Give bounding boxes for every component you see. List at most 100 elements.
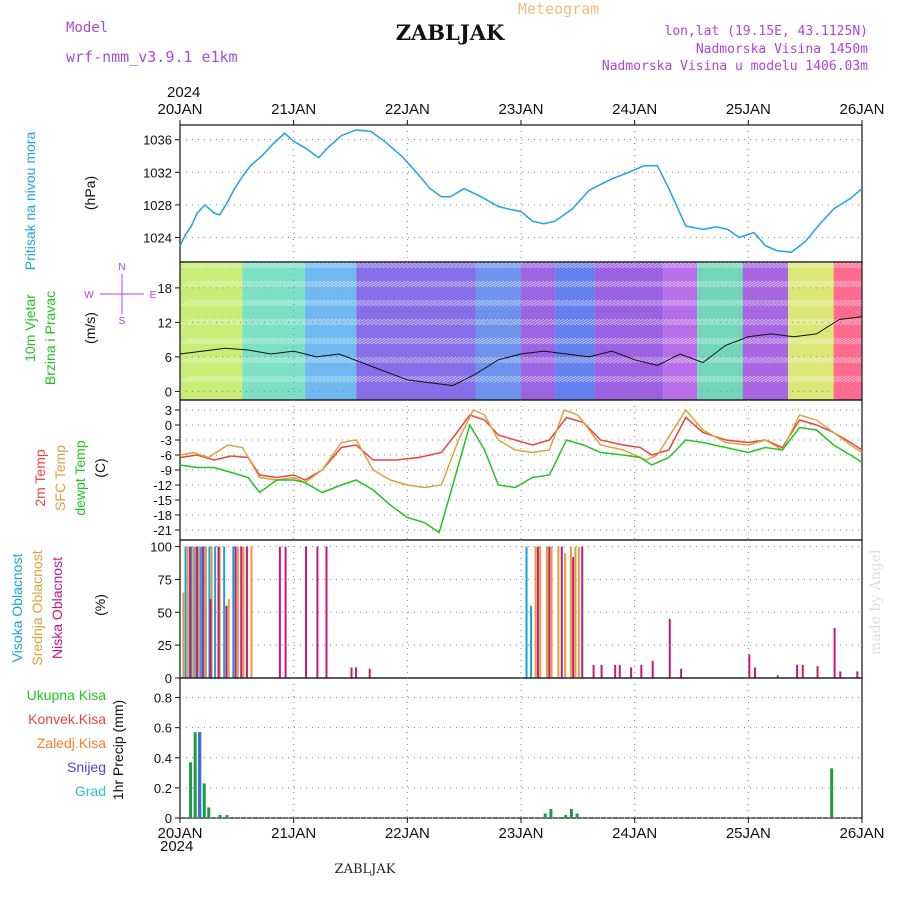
wind-barb [275,337,286,345]
wind-barb [295,356,306,364]
wind-barb [342,375,354,383]
wind-barb [239,337,250,345]
wind-barb [637,337,648,345]
wind-barb [692,280,704,288]
wind-barb [653,337,664,345]
data-bar [218,546,221,678]
wind-barb [466,337,477,345]
wind-barb [251,375,262,383]
wind-barb [673,280,684,288]
wind-barb [752,356,764,364]
wind-barb [199,299,211,307]
wind-barb [840,356,851,364]
wind-barb [625,261,636,269]
wind-barb [720,299,732,307]
wind-barb [386,318,398,326]
wind-barb [223,280,234,288]
wind-barb [557,375,569,383]
wind-barb [195,280,207,288]
wind-barb [756,318,768,326]
wind-barb [708,337,720,345]
wind-barb [434,318,445,326]
wind-barb [720,261,732,269]
wind-barb [394,337,406,345]
wind-barb [458,375,469,383]
wind-barb [696,280,708,288]
wind-barb [490,337,501,345]
wind-barb [406,261,417,269]
wind-barb [597,356,608,364]
wind-barb [828,356,839,364]
wind-barb [669,280,680,288]
data-bar [839,671,842,678]
wind-barb [708,375,720,383]
data-bar [227,599,230,678]
wind-barb [386,337,398,345]
wind-barb [342,356,354,364]
wind-barb [203,318,215,326]
wind-barb [649,299,660,307]
wind-barb [203,375,215,383]
wind-barb [561,375,573,383]
wind-barb [378,337,390,345]
wind-barb [295,299,306,307]
wind-barb [199,375,211,383]
wind-barb [334,375,346,383]
wind-barb [299,318,310,326]
wind-barb [438,280,449,288]
wind-barb [279,280,290,288]
wind-barb [442,356,453,364]
wind-barb [382,375,394,383]
wind-barb [840,299,851,307]
wind-barb [466,318,477,326]
wind-barb [215,356,227,364]
wind-barb [689,318,700,326]
wind-barb [613,375,624,383]
wind-barb [605,318,616,326]
wind-barb [426,261,437,269]
wind-barb [569,356,581,364]
wind-barb [824,299,835,307]
x-tick-label-top: 22JAN [385,101,430,118]
wind-barb [848,261,859,269]
wind-barb [358,261,370,269]
wind-barb [700,337,712,345]
model-value: wrf-nmm_v3.9.1 e1km [66,48,238,66]
wind-barb [704,337,716,345]
wind-barb [494,299,505,307]
wind-barb [589,299,600,307]
data-bar [284,546,287,678]
wind-barb [740,299,752,307]
wind-barb [533,337,545,345]
wind-barb [812,375,823,383]
wind-barb [478,356,489,364]
wind-barb [203,356,215,364]
wind-barb [645,299,656,307]
wind-barb [521,299,533,307]
wind-barb [760,299,772,307]
wind-barb [342,261,354,269]
wind-barb [358,318,370,326]
wind-barb [657,280,668,288]
wind-barb [808,299,819,307]
wind-barb [370,280,382,288]
wind-barb [760,356,772,364]
wind-barb [561,318,573,326]
wind-barb [247,280,258,288]
wind-barb [629,280,640,288]
wind-barb [772,318,783,326]
wind-barb [784,356,795,364]
wind-barb [573,337,585,345]
wind-barb [179,318,191,326]
wind-barb [243,337,254,345]
wind-barb [724,337,736,345]
data-bar [193,732,197,818]
wind-barb [641,337,652,345]
wind-barb [346,337,358,345]
wind-barb [840,337,851,345]
wind-barb [466,280,477,288]
wind-barb [760,375,772,383]
wind-barb [470,375,481,383]
wind-barb [470,337,481,345]
wind-barb [446,337,457,345]
